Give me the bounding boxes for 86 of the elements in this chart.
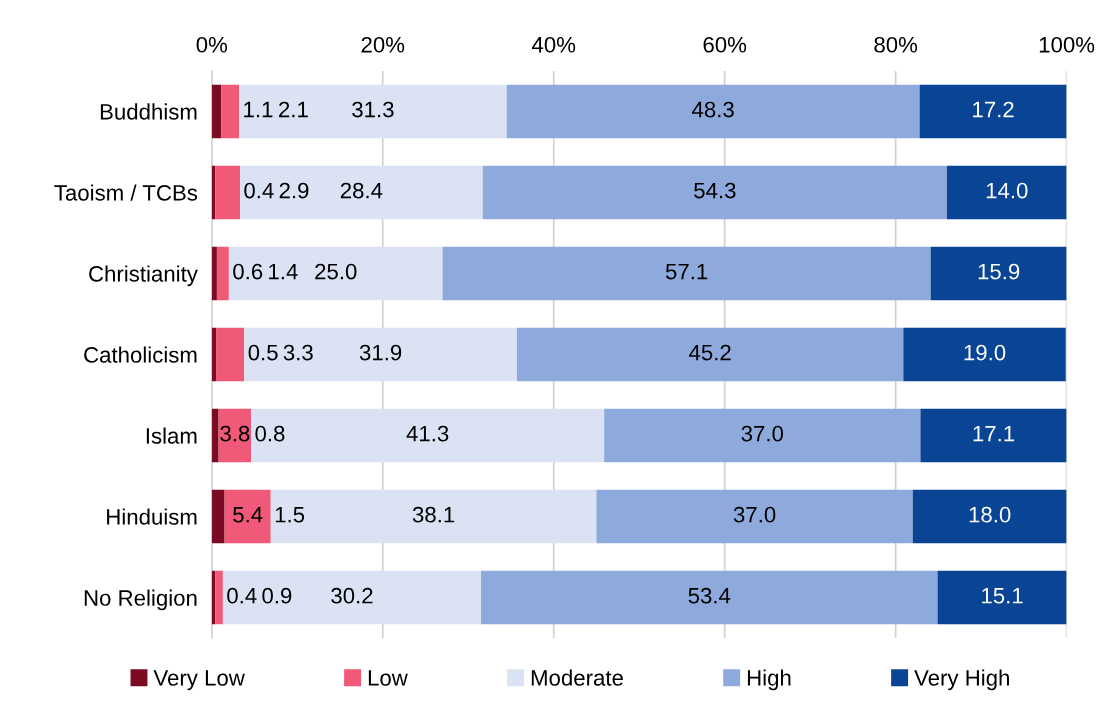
data-label: 15.1 [982, 588, 1023, 604]
legend-label: Moderate [531, 669, 623, 686]
data-label: 0.9 [262, 587, 292, 604]
bar [211, 489, 225, 544]
x-tick-label: 60% [703, 36, 747, 53]
data-label: 25.0 [315, 263, 357, 280]
bar [224, 489, 271, 544]
data-label: 17.2 [973, 101, 1014, 118]
data-label: 0.8 [255, 425, 285, 442]
bar [228, 246, 443, 301]
data-label: 1.5 [275, 507, 305, 523]
data-label: 1.4 [269, 263, 298, 280]
data-label: 53.4 [688, 587, 731, 604]
data-label: 30.2 [331, 587, 373, 604]
bar [920, 408, 1067, 463]
bar [946, 165, 1067, 220]
bar [215, 165, 240, 220]
y-tick-label: Buddhism [100, 103, 197, 120]
bar [912, 489, 1067, 544]
bar [239, 165, 483, 220]
bar [216, 327, 245, 382]
data-label: 54.3 [694, 182, 736, 199]
y-tick-label: Hinduism [107, 508, 197, 525]
bar [506, 84, 920, 139]
bar [221, 84, 240, 139]
data-label: 2.9 [279, 182, 309, 199]
x-tick-label: 40% [531, 36, 576, 53]
data-label: 15.9 [978, 263, 1020, 280]
data-label: 17.1 [973, 425, 1015, 442]
bar [604, 408, 921, 463]
bar [516, 327, 904, 382]
data-label: 1.1 [244, 101, 273, 118]
data-label: 3.3 [283, 344, 313, 361]
data-label: 57.1 [665, 263, 708, 280]
x-tick-label: 0% [196, 36, 228, 53]
bar [596, 489, 913, 544]
bar [239, 84, 507, 139]
data-label: 2.1 [279, 101, 308, 118]
legend-label: Low [368, 670, 408, 686]
x-tick-label: 80% [874, 36, 918, 53]
bar [216, 246, 229, 301]
data-label: 31.3 [352, 101, 394, 118]
bar [919, 84, 1067, 139]
data-label: 48.3 [692, 101, 734, 118]
data-label: 37.0 [741, 425, 784, 442]
bar [481, 570, 938, 625]
y-tick-label: No Religion [84, 589, 197, 611]
x-tick-label: 100% [1039, 36, 1095, 53]
y-tick-label: Catholicism [84, 346, 197, 363]
legend-label: Very Low [153, 670, 245, 691]
y-tick-label: Taoism / TCBs [54, 184, 198, 201]
bar [251, 408, 605, 463]
legend-label: Very High [914, 669, 1009, 691]
y-tick-label: Christianity [89, 265, 198, 287]
bar [215, 570, 223, 625]
bar [211, 327, 217, 382]
bar [270, 489, 597, 544]
data-label: 14.0 [986, 182, 1028, 199]
data-label: 0.5 [248, 344, 278, 361]
bar [218, 408, 252, 463]
bar [442, 246, 931, 301]
data-label: 0.4 [227, 587, 257, 604]
data-label: 0.6 [233, 263, 263, 280]
data-label: 3.8 [220, 425, 250, 442]
bar [937, 570, 1067, 625]
legend-label: High [747, 669, 791, 691]
data-label: 31.9 [359, 344, 402, 361]
y-tick-label: Islam [146, 427, 197, 444]
bar [222, 570, 482, 625]
bar [244, 327, 517, 382]
data-label: 37.0 [733, 506, 776, 523]
bar [930, 246, 1067, 301]
data-label: 19.0 [964, 344, 1006, 361]
bar [482, 165, 947, 220]
bar [211, 408, 219, 463]
data-label: 5.4 [233, 507, 263, 523]
data-label: 0.4 [244, 182, 274, 199]
bar [211, 84, 222, 139]
data-label: 38.1 [412, 506, 455, 523]
data-label: 18.0 [969, 506, 1011, 523]
bar [903, 327, 1066, 382]
x-tick-label: 20% [361, 36, 405, 53]
data-label: 28.4 [340, 182, 383, 199]
bar [211, 246, 217, 301]
data-label: 45.2 [689, 344, 731, 361]
data-label: 41.3 [406, 425, 449, 442]
